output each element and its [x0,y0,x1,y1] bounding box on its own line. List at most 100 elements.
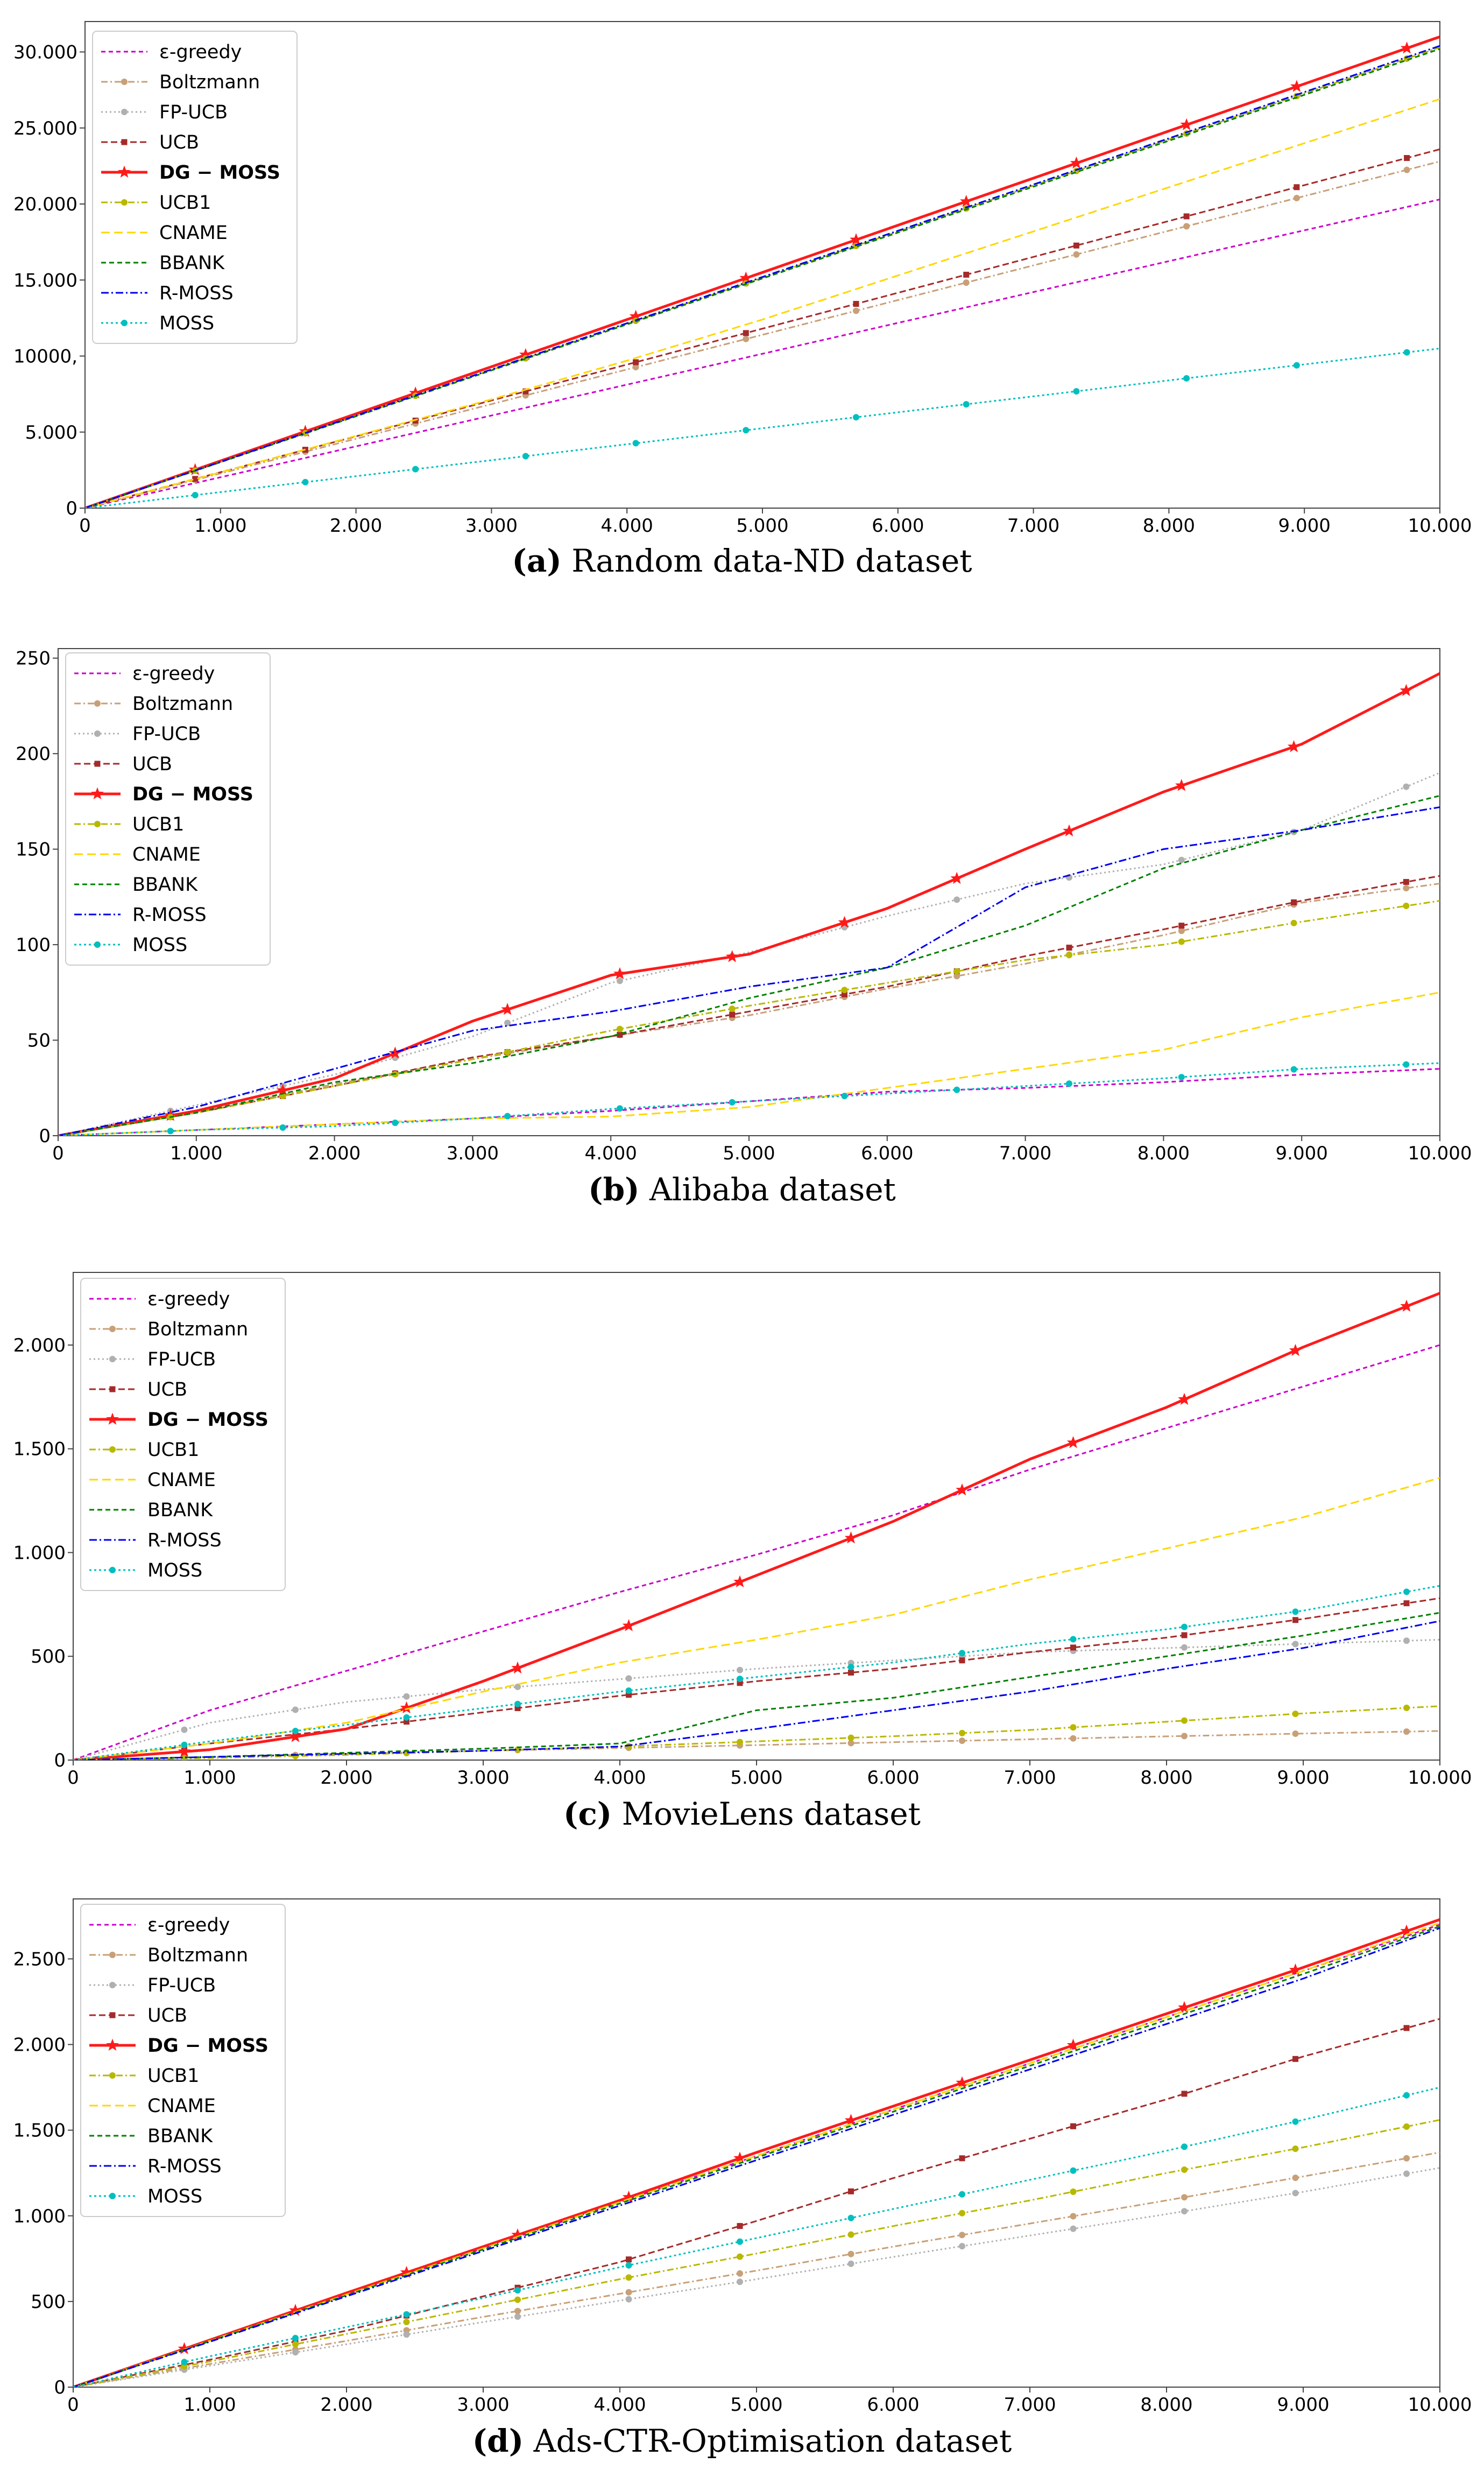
marker-ucb [737,1680,743,1686]
y-tick-label: 250 [16,648,51,670]
marker-moss [412,466,419,473]
legend-label: MOSS [147,1560,202,1581]
x-tick-label: 5.000 [723,1143,775,1164]
marker-ucb1 [1070,2188,1077,2195]
series-line-moss [73,1585,1440,1760]
marker-moss [737,2238,744,2245]
legend-item-epsilon-greedy: ε-greedy [89,1289,230,1310]
marker-ucb1 [625,2274,632,2281]
y-tick-label: 2.000 [13,2035,66,2056]
marker-fp-ucb [109,1982,116,1988]
x-tick-label: 3.000 [447,1143,499,1164]
marker-moss [847,1664,854,1671]
marker-ucb1 [847,1734,854,1741]
marker-ucb1 [737,1739,744,1746]
x-tick-label: 4.000 [593,2394,646,2416]
series-line-cname [85,98,1440,508]
marker-boltzmann [121,79,128,85]
marker-dg-moss [613,967,626,980]
legend-label: UCB [147,1379,187,1401]
legend: ε-greedy Boltzmann FP-UCB UCB DG − MOSS UCB1 C… [80,1278,286,1591]
series-line-epsilon-greedy [58,1068,1440,1136]
marker-dg-moss [1290,80,1303,92]
series-line-boltzmann [73,2151,1440,2387]
marker-moss [743,427,750,434]
legend-label: ε-greedy [147,1915,230,1936]
series-line-cname [73,1922,1440,2387]
marker-boltzmann [1181,2194,1188,2201]
legend-label: CNAME [159,222,228,244]
marker-moss [1178,1074,1185,1081]
marker-dg-moss [733,1575,746,1588]
y-tick-label: 0 [66,498,77,519]
marker-dg-moss [1400,1924,1413,1937]
marker-boltzmann [1181,1733,1188,1740]
panel-label: (c) [563,1796,612,1832]
legend-item-boltzmann: Boltzmann [89,1945,248,1966]
marker-fp-ucb [403,2331,410,2338]
marker-moss [616,1105,623,1112]
marker-boltzmann [1403,1728,1410,1735]
legend-item-boltzmann: Boltzmann [74,693,233,715]
marker-moss [963,401,970,408]
legend-label: UCB [159,132,199,153]
marker-moss [403,1714,410,1721]
legend-item-r-moss: R-MOSS [74,904,207,926]
marker-ucb [848,2188,854,2194]
marker-dg-moss [501,1003,514,1015]
marker-fp-ucb [1181,1644,1188,1651]
series-line-ucb [73,1597,1440,1760]
marker-ucb1 [729,1005,736,1012]
x-tick-label: 6.000 [872,515,924,537]
series-line-boltzmann [58,883,1440,1136]
series-line-moss [58,1062,1440,1136]
marker-ucb [522,388,529,395]
marker-ucb1 [737,2253,744,2260]
x-tick-label: 0 [67,2394,79,2416]
marker-moss [514,2287,521,2294]
x-tick-label: 8.000 [1143,515,1195,537]
marker-ucb1 [616,1025,623,1032]
marker-moss [853,414,860,421]
marker-moss [1293,362,1300,369]
x-tick-label: 2.000 [308,1143,361,1164]
legend-item-boltzmann: Boltzmann [101,72,260,93]
legend-label: R-MOSS [132,904,207,926]
marker-moss [625,1687,632,1694]
series-line-fp-ucb [58,772,1440,1136]
legend-item-moss: MOSS [101,313,214,334]
marker-ucb1 [403,2318,410,2325]
legend-label: Boltzmann [147,1945,248,1966]
y-tick-label: 1.500 [13,2120,66,2142]
marker-fp-ucb [504,1019,511,1026]
x-tick-label: 1.000 [183,1767,236,1789]
marker-ucb [1070,2123,1077,2129]
marker-moss [625,2262,632,2269]
marker-ucb [192,476,199,482]
series-line-moss [73,2086,1440,2387]
marker-dg-moss [1178,1392,1191,1405]
marker-boltzmann [1178,927,1185,934]
marker-ucb [617,1031,623,1038]
legend-item-ucb: UCB [89,1379,187,1401]
marker-ucb1 [292,2341,299,2348]
y-tick-label: 0 [54,2377,66,2398]
marker-dg-moss [956,1483,969,1496]
marker-ucb [1070,1644,1077,1651]
legend-item-bbank: BBANK [89,1500,213,1521]
marker-boltzmann [1403,885,1410,892]
x-tick-label: 8.000 [1140,1767,1192,1789]
x-tick-label: 5.000 [736,515,788,537]
marker-dg-moss [959,194,973,207]
marker-fp-ucb [959,2243,966,2250]
marker-moss [181,2359,188,2366]
marker-moss [1181,2143,1188,2150]
series-line-cname [58,991,1440,1136]
legend-item-ucb: UCB [74,754,172,775]
marker-dg-moss [725,950,739,962]
marker-dg-moss [178,1744,191,1757]
legend-item-ucb: UCB [89,2005,187,2026]
x-tick-label: 1.000 [183,2394,236,2416]
series-line-ucb1 [73,1705,1440,1760]
legend-label: FP-UCB [147,1975,216,1996]
